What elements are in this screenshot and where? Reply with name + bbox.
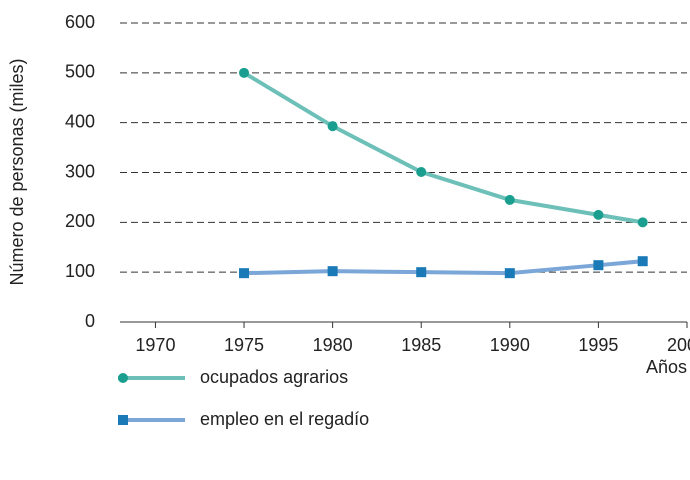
data-point bbox=[504, 194, 515, 205]
x-axis-label: Años bbox=[646, 357, 687, 377]
x-tick-label: 1990 bbox=[490, 335, 530, 355]
series-line bbox=[242, 71, 644, 225]
data-point bbox=[327, 121, 338, 132]
data-point bbox=[239, 67, 250, 78]
x-tick-label: 1975 bbox=[224, 335, 264, 355]
data-point bbox=[416, 267, 427, 278]
data-point bbox=[416, 167, 427, 178]
y-axis-label: Número de personas (miles) bbox=[7, 58, 27, 285]
data-point bbox=[637, 256, 648, 267]
series-line bbox=[243, 259, 643, 276]
data-point bbox=[327, 266, 338, 277]
y-tick-label: 200 bbox=[65, 211, 95, 231]
y-tick-label: 600 bbox=[65, 12, 95, 32]
y-tick-label: 0 bbox=[85, 311, 95, 331]
data-point bbox=[593, 260, 604, 271]
data-point bbox=[239, 268, 250, 279]
x-tick-label: 2000 bbox=[667, 335, 690, 355]
y-tick-label: 100 bbox=[65, 261, 95, 281]
y-tick-label: 300 bbox=[65, 161, 95, 181]
legend-label: ocupados agrarios bbox=[200, 367, 348, 387]
y-tick-label: 500 bbox=[65, 62, 95, 82]
x-tick-label: 1980 bbox=[313, 335, 353, 355]
legend-marker bbox=[118, 373, 128, 383]
data-point bbox=[593, 209, 604, 220]
y-tick-label: 400 bbox=[65, 111, 95, 131]
legend-label: empleo en el regadío bbox=[200, 409, 369, 429]
x-tick-label: 1995 bbox=[578, 335, 618, 355]
data-point bbox=[504, 268, 515, 279]
data-point bbox=[637, 217, 648, 228]
x-tick-label: 1985 bbox=[401, 335, 441, 355]
x-tick-label: 1970 bbox=[135, 335, 175, 355]
legend-marker bbox=[118, 415, 128, 425]
